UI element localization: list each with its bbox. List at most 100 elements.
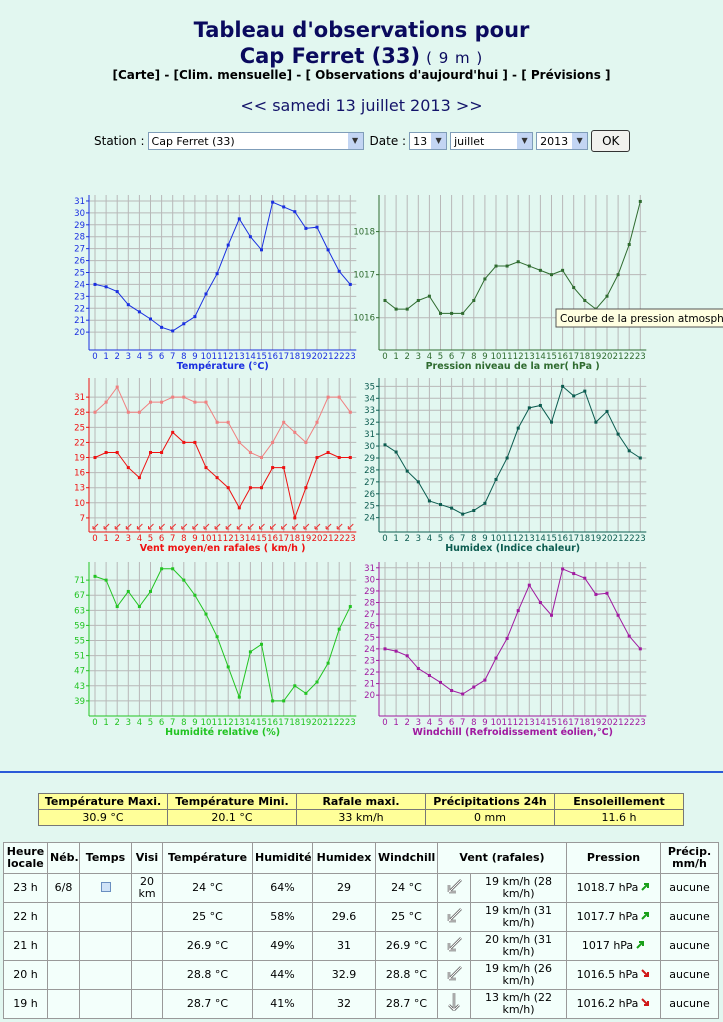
x-tick-label: 14 (245, 534, 256, 544)
data-point (93, 456, 97, 460)
data-point (450, 506, 454, 510)
y-tick-label: 31 (364, 430, 375, 440)
x-tick-label: 16 (557, 352, 568, 362)
y-tick-label: 29 (364, 454, 375, 464)
year-select[interactable]: 2013 ▼ (536, 132, 589, 150)
y-tick-label: 21 (364, 680, 375, 690)
y-tick-label: 43 (74, 682, 85, 692)
x-tick-label: 1 (103, 534, 108, 544)
data-point (282, 205, 286, 209)
summary-header: Ensoleillement (554, 793, 684, 810)
data-point (326, 395, 330, 399)
station-label: Station : (94, 134, 145, 148)
y-tick-label: 26 (364, 490, 375, 500)
data-point (248, 450, 252, 454)
x-tick-label: 7 (170, 718, 175, 728)
data-point (237, 217, 241, 221)
pressure-trend (633, 939, 645, 952)
y-tick-label: 22 (364, 668, 375, 678)
x-tick-label: 21 (323, 534, 334, 544)
x-tick-label: 3 (126, 718, 131, 728)
data-point (149, 589, 152, 593)
nav-link[interactable]: [ Prévisions ] (521, 68, 611, 82)
x-tick-label: 21 (323, 352, 334, 362)
wind-arrow (148, 523, 154, 530)
data-point (561, 567, 565, 571)
data-point (627, 449, 631, 453)
cell: 24 °C (162, 873, 253, 903)
summary-value: 0 mm (425, 809, 555, 826)
data-point (461, 512, 465, 516)
cell: 32.9 (312, 960, 376, 990)
x-tick-label: 19 (590, 352, 601, 362)
cell (47, 989, 80, 1019)
x-tick-label: 4 (137, 534, 142, 544)
data-point (293, 684, 297, 688)
x-tick-label: 22 (624, 718, 635, 728)
x-tick-label: 20 (312, 352, 323, 362)
month-select[interactable]: juillet ▼ (450, 132, 534, 150)
data-point (282, 420, 286, 424)
x-tick-label: 6 (159, 534, 164, 544)
ok-button[interactable]: OK (591, 130, 631, 152)
cell: 41% (252, 989, 313, 1019)
station-form: Station : Cap Ferret (33) ▼ Date : 13 ▼ ju… (94, 130, 631, 152)
x-tick-label: 18 (579, 534, 590, 544)
observation-row: 20 h 28.8 °C 44% 32.9 28.8 °C 19 km/h (26 km/… (3, 960, 719, 990)
data-point (271, 466, 275, 470)
y-tick-label: 24 (74, 280, 85, 290)
y-tick-label: 25 (364, 633, 375, 643)
x-tick-label: 12 (223, 718, 234, 728)
wind-arrow (181, 523, 188, 530)
x-tick-label: 2 (404, 718, 409, 728)
y-tick-label: 26 (364, 622, 375, 632)
station-value: Cap Ferret (33) (151, 134, 235, 148)
x-tick-label: 7 (170, 534, 175, 544)
x-tick-label: 12 (513, 352, 524, 362)
y-tick-label: 28 (74, 233, 85, 243)
station-select[interactable]: Cap Ferret (33) ▼ (147, 132, 364, 150)
wind-arrow (225, 523, 232, 530)
x-tick-label: 0 (92, 534, 97, 544)
cell (79, 902, 132, 932)
nav-link[interactable]: [Carte] (112, 68, 161, 82)
next-day[interactable]: >> (455, 96, 483, 115)
cell: aucune (660, 873, 719, 903)
x-tick-label: 23 (345, 534, 356, 544)
prev-day[interactable]: << (240, 96, 268, 115)
x-tick-label: 5 (438, 352, 443, 362)
nav-link[interactable]: [Clim. mensuelle] (173, 68, 293, 82)
data-point (160, 325, 164, 329)
data-point (572, 572, 576, 576)
data-point (416, 480, 420, 484)
cell: 19 h (3, 989, 48, 1019)
cell: 20 km (131, 873, 163, 903)
data-point (193, 315, 197, 319)
data-point (450, 311, 454, 315)
x-tick-label: 6 (449, 718, 454, 728)
x-tick-label: 21 (613, 534, 624, 544)
data-point (627, 243, 631, 247)
y-tick-label: 30 (364, 575, 375, 585)
data-point (137, 310, 141, 314)
data-point (461, 692, 465, 696)
data-line (94, 386, 351, 459)
x-tick-label: 8 (181, 718, 186, 728)
month-value: juillet (454, 134, 485, 148)
nav-link[interactable]: [ Observations d'aujourd'hui ] (305, 68, 508, 82)
cell: 1018.7 hPa (566, 873, 661, 903)
cell (79, 960, 132, 990)
cell: 25 °C (162, 902, 253, 932)
data-point (248, 486, 252, 490)
day-select[interactable]: 13 ▼ (409, 132, 448, 150)
cell: 19 km/h (28 km/h) (470, 873, 567, 903)
cell: 26.9 °C (162, 931, 253, 961)
data-point (483, 277, 487, 281)
y-tick-label: 47 (74, 667, 85, 677)
y-tick-label: 28 (74, 408, 85, 418)
x-tick-label: 19 (300, 534, 311, 544)
summary-header: Température Maxi. (38, 793, 168, 810)
wind-arrow (247, 523, 254, 530)
data-point (505, 264, 509, 268)
